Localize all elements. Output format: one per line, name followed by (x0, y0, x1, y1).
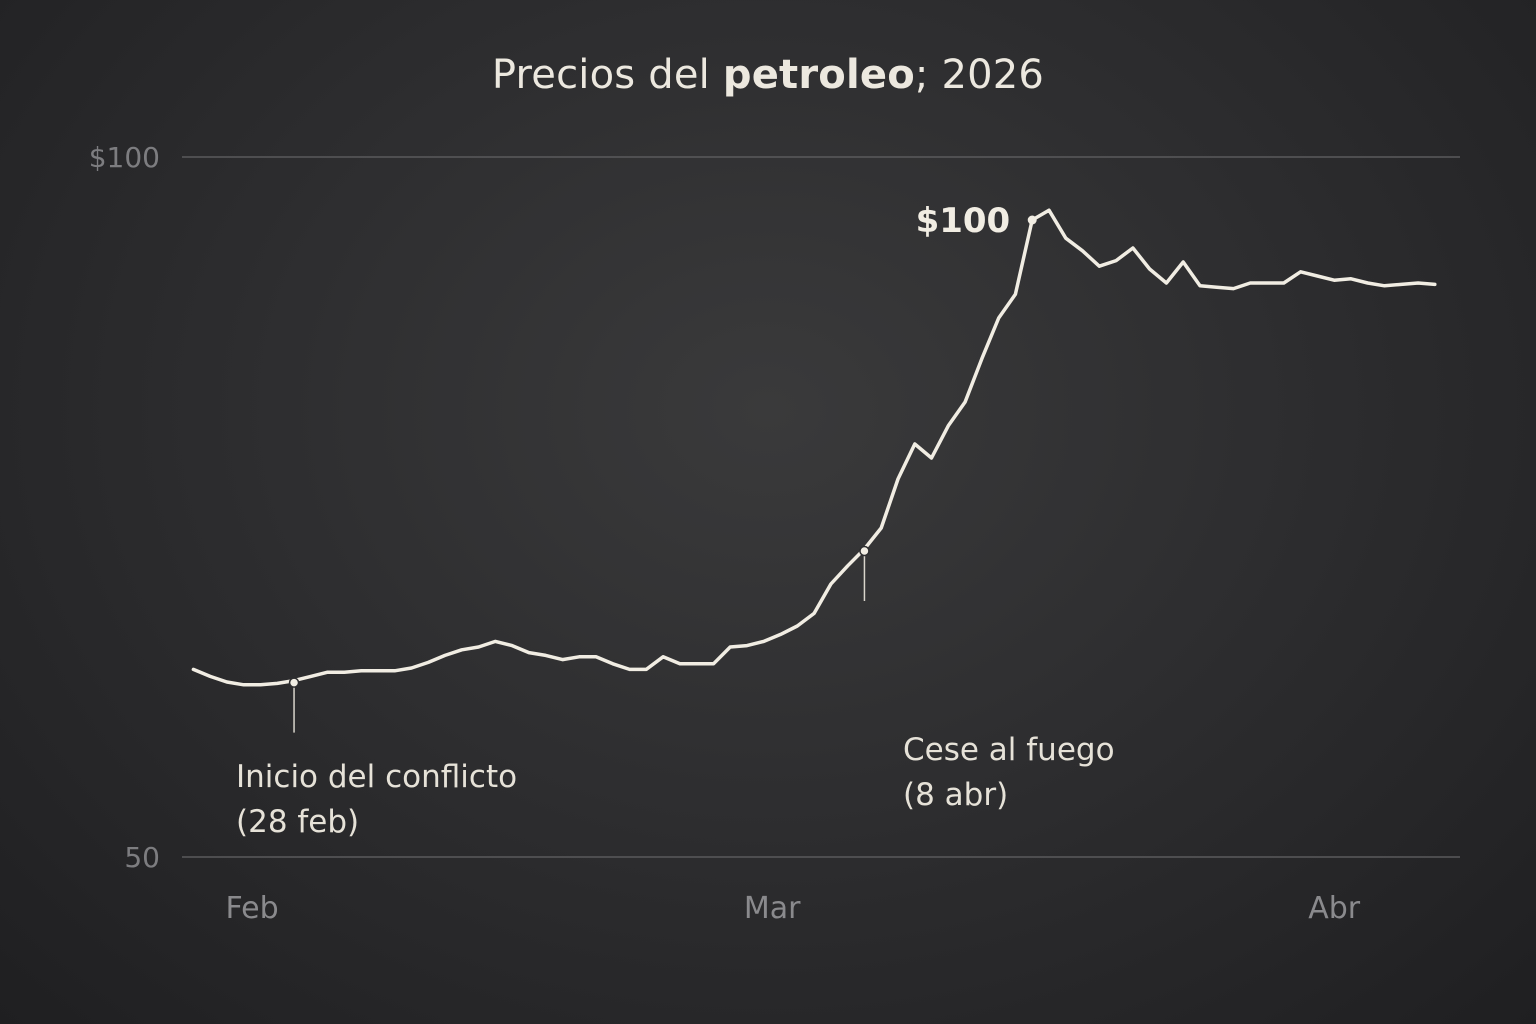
y-tick-label: 50 (124, 841, 160, 874)
annotation-label-line1: Inicio del conflicto (236, 759, 517, 795)
y-tick-label: $100 (89, 141, 160, 174)
x-tick-label: Feb (226, 891, 279, 926)
chart-title: Precios del petroleo; 2026 (0, 52, 1536, 98)
annotation-label-line2: (28 feb) (236, 804, 359, 840)
chart-title-pre: Precios del (491, 52, 723, 98)
peak-label: $100 (916, 201, 1011, 241)
chart-title-post: ; 2026 (914, 52, 1045, 98)
x-tick-label: Mar (744, 891, 801, 926)
series-line-0 (191, 208, 1437, 687)
chart-title-bold: petroleo (722, 52, 915, 98)
x-tick-label: Abr (1308, 891, 1361, 926)
annotation-marker (859, 545, 870, 557)
annotation-label-line1: Cese al fuego (903, 732, 1115, 768)
annotation-label-line2: (8 abr) (903, 777, 1008, 813)
peak-marker (1027, 215, 1037, 225)
annotation-marker (288, 677, 300, 688)
